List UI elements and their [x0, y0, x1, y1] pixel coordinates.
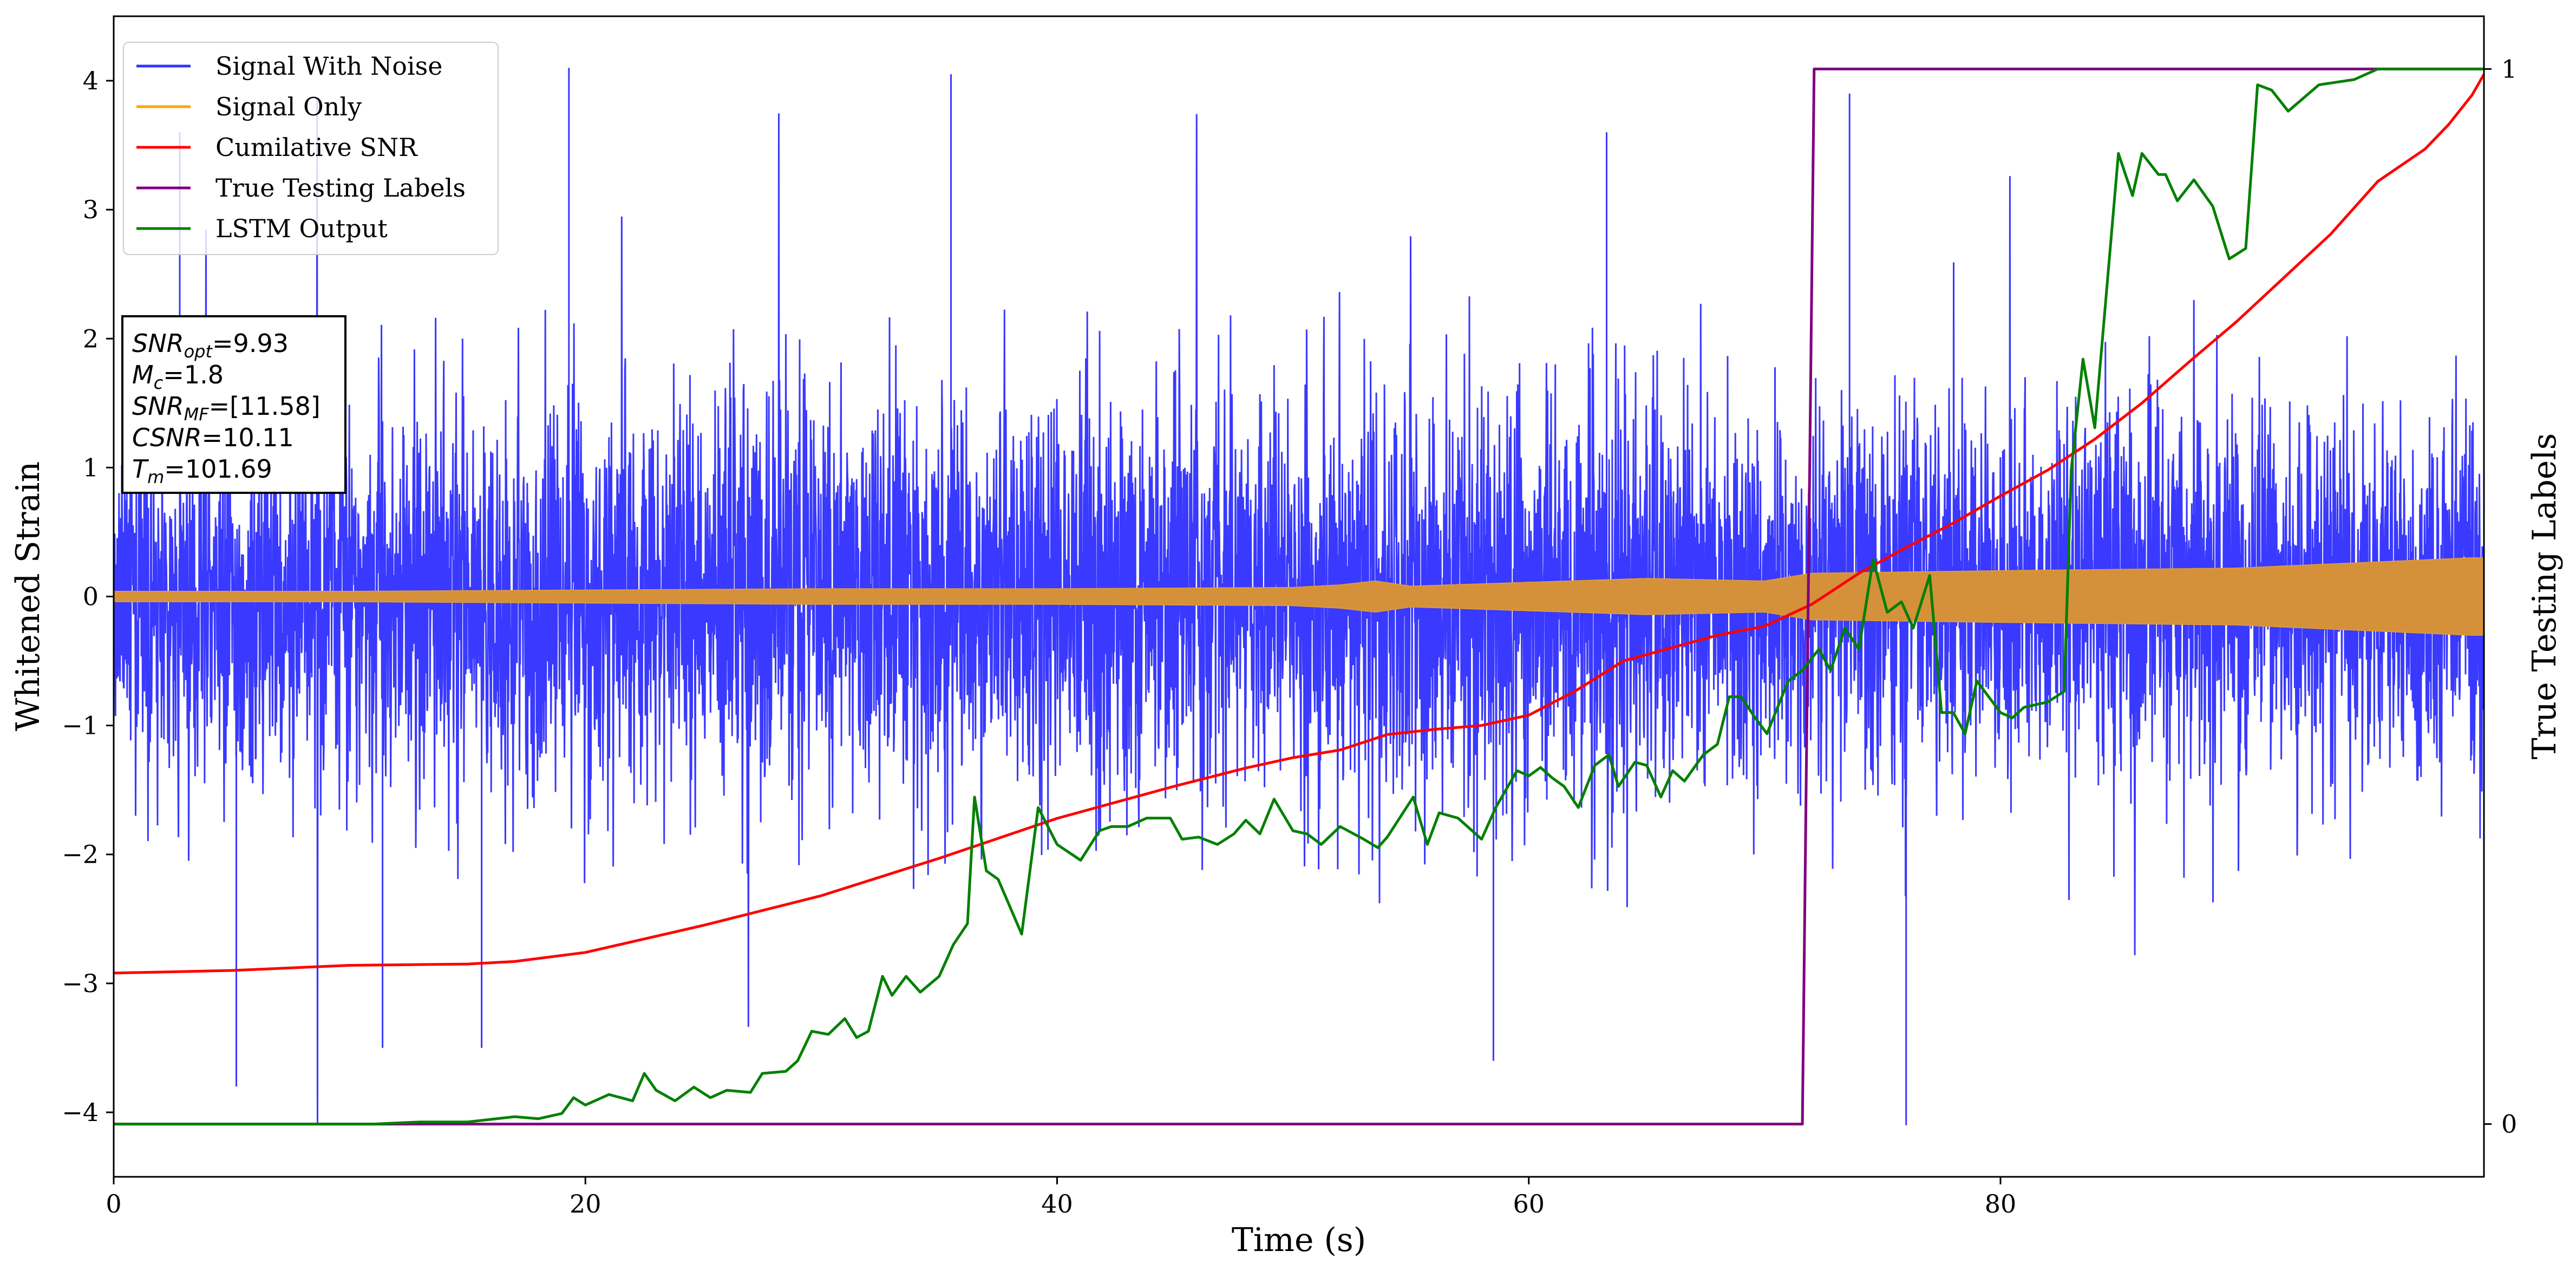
legend-label-true-testing-labels: True Testing Labels	[215, 173, 466, 203]
info-box: SNRopt=9.93Mc=1.8SNRMF=[11.58]CSNR=10.11…	[121, 315, 346, 494]
series-lstm-output	[114, 67, 2484, 1126]
y-tick-label: −2	[62, 840, 99, 869]
x-tick-label: 0	[106, 1189, 121, 1219]
x-tick-label: 40	[1041, 1189, 1073, 1219]
plot-area	[114, 67, 2484, 1126]
y-tick-label: 2	[83, 324, 99, 353]
legend-label-lstm-output: LSTM Output	[215, 214, 388, 243]
legend-label-signal-with-noise: Signal With Noise	[215, 51, 442, 81]
info-box-frame	[121, 315, 346, 494]
y-axis-title: Whitened Strain	[9, 461, 47, 731]
y-tick-label: −4	[62, 1098, 99, 1127]
info-csnr: CSNR=10.11	[132, 423, 294, 452]
x-axis-title: Time (s)	[1232, 1221, 1366, 1259]
info-t-m: Tm=101.69	[132, 454, 272, 487]
legend: Signal With Noise Signal Only Cumilative…	[123, 42, 499, 255]
series-true-testing-labels	[114, 67, 2484, 1126]
info-snr-opt: SNRopt=9.93	[132, 329, 289, 362]
y2-tick-label: 1	[2501, 54, 2517, 83]
info-lines: SNRopt=9.93Mc=1.8SNRMF=[11.58]CSNR=10.11…	[132, 329, 321, 487]
info-snr-mf: SNRMF=[11.58]	[132, 392, 321, 425]
series-signal-only	[114, 557, 2484, 636]
y-tick-label: 1	[83, 453, 99, 482]
legend-frame	[123, 42, 499, 255]
y-tick-label: 3	[83, 195, 99, 224]
x-tick-label: 60	[1513, 1189, 1545, 1219]
x-tick-label: 20	[570, 1189, 601, 1219]
y2-axis-title: True Testing Labels	[2526, 433, 2564, 760]
legend-label-signal-only: Signal Only	[215, 92, 362, 121]
y2-tick-label: 0	[2501, 1110, 2517, 1139]
y-tick-label: 0	[83, 582, 99, 611]
info-chirp-mass: Mc=1.8	[132, 360, 224, 393]
y-tick-label: −3	[62, 969, 99, 998]
legend-label-cumilative-snr: Cumilative SNR	[215, 133, 418, 162]
series-cumilative-snr	[114, 73, 2484, 975]
y-tick-label: 4	[83, 66, 99, 95]
y-tick-label: −1	[62, 711, 99, 740]
x-tick-label: 80	[1985, 1189, 2017, 1219]
